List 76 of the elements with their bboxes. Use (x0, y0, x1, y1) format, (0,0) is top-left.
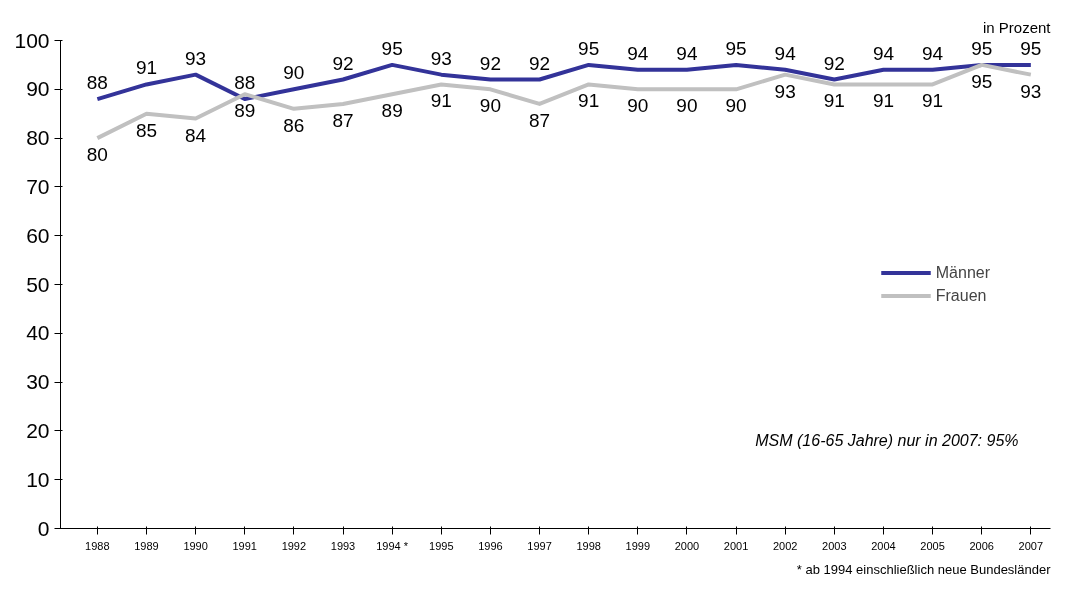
data-label: 92 (332, 52, 354, 74)
x-tick-label: 1993 (330, 539, 356, 552)
x-tick-label: 1998 (576, 539, 601, 552)
data-label: 94 (774, 42, 797, 64)
y-tick-label: 60 (26, 223, 50, 247)
data-label: 90 (479, 95, 501, 117)
x-tick-label: 2007 (1018, 539, 1044, 552)
x-tick-label: 1996 (478, 539, 503, 552)
x-tick-label: 2001 (723, 539, 749, 552)
data-label: 93 (185, 47, 207, 69)
y-tick-label: 50 (26, 272, 50, 296)
data-label: 92 (528, 52, 551, 74)
data-label: 89 (234, 100, 256, 122)
data-label: 88 (86, 72, 108, 94)
data-label: 93 (774, 80, 796, 102)
data-label: 95 (578, 37, 600, 59)
x-tick-label: 2004 (871, 539, 896, 552)
data-label: 94 (872, 42, 895, 64)
x-tick-label: 2000 (674, 539, 700, 552)
data-label: 90 (676, 95, 698, 117)
x-tick-label: 1997 (527, 539, 552, 552)
y-tick-label: 100 (14, 28, 50, 52)
data-label: 91 (135, 57, 158, 79)
y-tick-label: 70 (26, 174, 50, 198)
y-tick-label: 10 (26, 467, 50, 491)
y-tick-label: 20 (26, 418, 50, 442)
data-label: 95 (725, 37, 747, 59)
x-tick-label: 1999 (625, 539, 651, 552)
data-label: 95 (381, 37, 403, 59)
x-tick-label: 1989 (134, 539, 159, 552)
x-tick-label: 1988 (85, 539, 110, 552)
x-tick-label: 1995 (429, 539, 454, 552)
x-tick-label: 2005 (920, 539, 945, 552)
data-label: 95 (1020, 37, 1042, 59)
y-tick-label: 30 (26, 370, 50, 394)
data-label: 94 (922, 42, 944, 64)
annotation: MSM (16-65 Jahre) nur in 2007: 95% (755, 431, 1019, 449)
x-tick-label: 1992 (281, 539, 307, 552)
data-label: 87 (332, 109, 354, 131)
data-label: 93 (430, 47, 452, 69)
x-tick-label: 1990 (183, 539, 208, 552)
data-label: 92 (823, 52, 845, 74)
data-label: 92 (479, 52, 501, 74)
x-tick-label: 1991 (232, 539, 257, 552)
x-tick-label: 2006 (969, 539, 994, 552)
text: in Prozent (982, 18, 1052, 36)
data-label: 91 (430, 90, 452, 112)
data-label: 90 (283, 62, 305, 84)
legend-label: Frauen (935, 286, 987, 305)
y-tick-label: 40 (26, 321, 50, 345)
data-label: 91 (578, 90, 600, 112)
data-label: 85 (135, 119, 158, 141)
data-label: 90 (627, 95, 649, 117)
data-label: 93 (1020, 80, 1042, 102)
data-label: 91 (872, 90, 895, 112)
data-label: 91 (823, 90, 845, 112)
y-tick-label: 0 (37, 516, 50, 540)
text: * ab 1994 einschließlich neue Bundesländer (796, 561, 1052, 577)
data-label: 91 (922, 90, 944, 112)
x-tick-label: 2002 (772, 539, 798, 552)
data-label: 86 (283, 114, 305, 136)
data-label: 94 (627, 42, 649, 64)
x-tick-label: 1994 * (376, 539, 409, 552)
y-tick-label: 80 (26, 126, 50, 150)
data-label: 84 (185, 124, 207, 146)
data-label: 94 (676, 42, 698, 64)
x-tick-label: 2003 (822, 539, 847, 552)
data-label: 95 (971, 70, 993, 92)
data-label: 88 (234, 72, 256, 94)
data-label: 87 (528, 109, 551, 131)
data-label: 90 (725, 95, 747, 117)
data-label: 89 (381, 100, 403, 122)
legend-label: Männer (935, 263, 990, 282)
data-label: 95 (971, 37, 993, 59)
data-label: 80 (86, 144, 108, 166)
y-tick-label: 90 (26, 77, 50, 101)
